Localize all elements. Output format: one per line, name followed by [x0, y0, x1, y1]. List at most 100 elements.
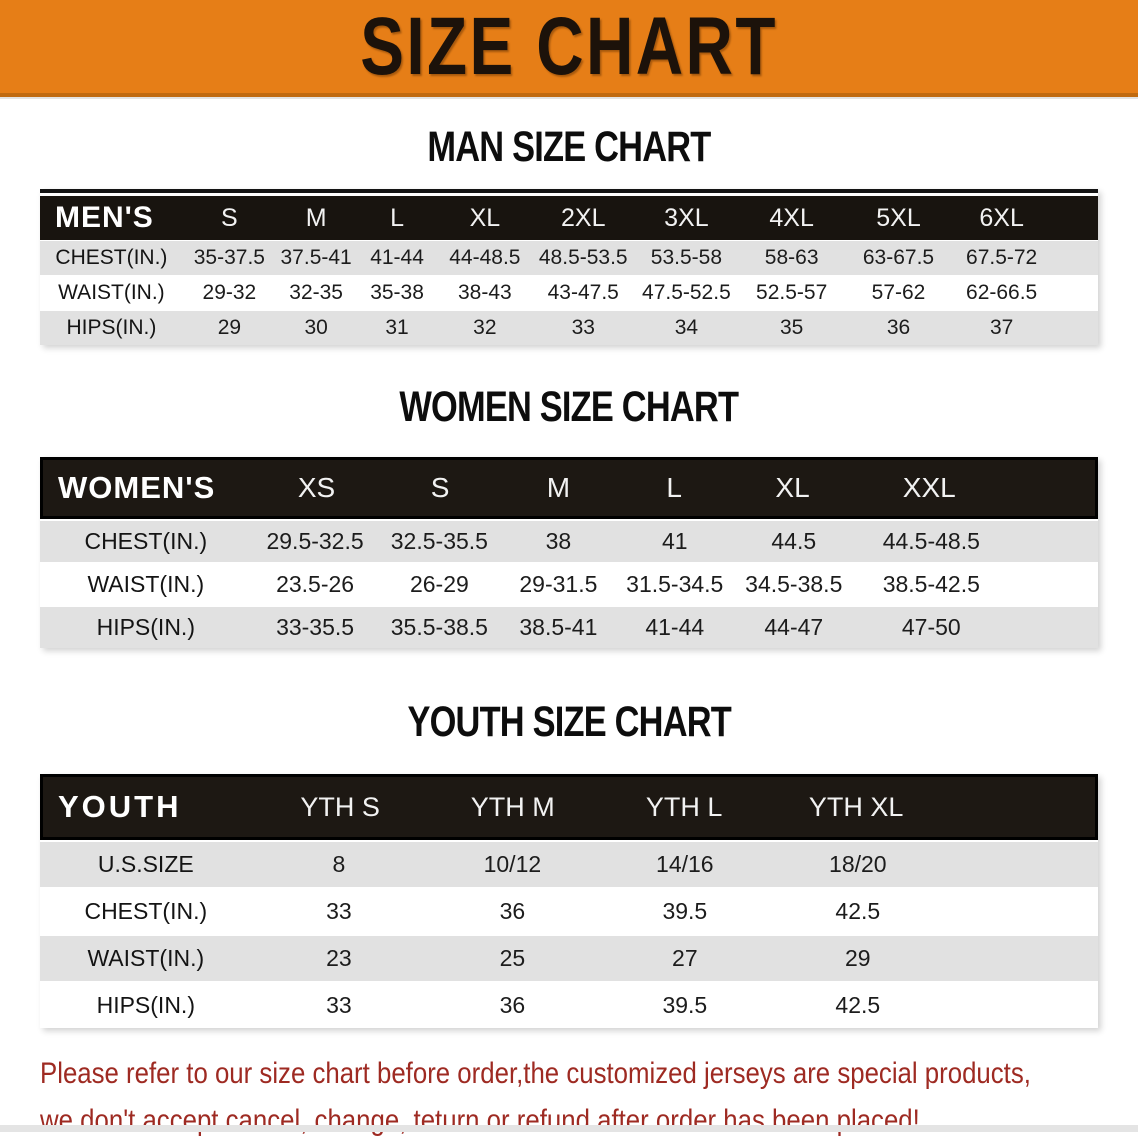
size-cell: 35 [779, 316, 804, 339]
size-cell: 23.5-26 [276, 571, 355, 597]
size-cell: 38.5-41 [519, 614, 598, 640]
banner: SIZE CHART [0, 0, 1138, 97]
size-cell: 33 [571, 316, 595, 339]
men-column-header: 4XL [769, 203, 814, 232]
section-heading-women: WOMEN SIZE CHART [0, 385, 1138, 429]
women-column-header: XS [297, 472, 336, 503]
men-column-header: 3XL [664, 203, 709, 232]
size-cell: 25 [499, 945, 526, 971]
men-hips-row: HIPS(IN.) 29 30 31 32 33 34 35 36 37 [40, 311, 1098, 345]
row-label: HIPS(IN.) [96, 992, 195, 1018]
row-label: WAIST(IN.) [58, 281, 165, 304]
size-cell: 36 [886, 316, 911, 339]
size-cell: 31 [385, 316, 409, 339]
men-corner-label: MEN'S [55, 201, 154, 234]
size-cell: 63-67.5 [862, 246, 935, 269]
size-cell: 27 [672, 945, 698, 971]
size-cell: 32-35 [289, 281, 343, 304]
size-cell: 38.5-42.5 [882, 571, 980, 597]
women-corner-label: WOMEN'S [58, 470, 216, 505]
size-cell: 41-44 [645, 614, 705, 640]
size-cell: 29.5-32.5 [266, 528, 364, 554]
size-cell: 39.5 [662, 898, 708, 924]
youth-column-header: YTH S [300, 791, 380, 822]
size-cell: 52.5-57 [756, 281, 828, 304]
men-chest-row: CHEST(IN.) 35-37.5 37.5-41 41-44 44-48.5… [40, 241, 1098, 275]
size-cell: 39.5 [662, 992, 708, 1018]
men-column-header: S [221, 203, 238, 232]
men-size-table: MEN'S S M L XL 2XL 3XL 4XL 5XL 6XL CHEST… [40, 189, 1098, 345]
size-cell: 44.5 [771, 528, 817, 554]
row-label: HIPS(IN.) [66, 316, 157, 339]
size-cell: 42.5 [835, 992, 881, 1018]
size-cell: 29-31.5 [519, 571, 598, 597]
men-waist-row: WAIST(IN.) 29-32 32-35 35-38 38-43 43-47… [40, 276, 1098, 310]
size-cell: 37.5-41 [280, 246, 352, 269]
women-column-header: XXL [902, 472, 956, 503]
size-cell: 35-37.5 [193, 246, 265, 269]
women-column-header: XL [775, 472, 810, 503]
size-cell: 29-32 [202, 281, 257, 304]
youth-column-header: YTH XL [808, 791, 904, 822]
size-cell: 44-47 [764, 614, 824, 640]
youth-column-header: YTH M [470, 791, 555, 822]
size-cell: 35-38 [370, 281, 424, 304]
size-cell: 33 [326, 898, 352, 924]
men-table-top-rule [40, 189, 1098, 193]
men-column-header: M [305, 203, 327, 232]
size-cell: 57-62 [871, 281, 926, 304]
section-heading-man: MAN SIZE CHART [0, 125, 1138, 169]
size-cell: 67.5-72 [966, 246, 1038, 269]
men-column-header: 6XL [979, 203, 1024, 232]
women-column-header: L [666, 472, 682, 503]
size-cell: 42.5 [835, 898, 881, 924]
disclaimer: Please refer to our size chart before or… [40, 1050, 1118, 1144]
size-cell: 23 [326, 945, 352, 971]
youth-ussize-row: U.S.SIZE 8 10/12 14/16 18/20 [40, 842, 1098, 887]
youth-corner-label: YOUTH [58, 789, 182, 824]
size-cell: 38-43 [458, 281, 512, 304]
youth-size-table: YOUTH YTH S YTH M YTH L YTH XL U.S.SIZE … [40, 774, 1098, 1028]
size-cell: 14/16 [656, 851, 714, 877]
size-cell: 30 [304, 316, 328, 339]
size-cell: 35.5-38.5 [390, 614, 488, 640]
row-label: CHEST(IN.) [84, 528, 208, 554]
size-cell: 36 [499, 992, 526, 1018]
row-label: U.S.SIZE [97, 851, 194, 877]
size-cell: 29 [217, 316, 242, 339]
size-cell: 43-47.5 [547, 281, 619, 304]
row-label: WAIST(IN.) [87, 945, 205, 971]
banner-title: SIZE CHART [360, 0, 778, 92]
men-table-header-row: MEN'S S M L XL 2XL 3XL 4XL 5XL 6XL [40, 196, 1098, 240]
youth-chest-row: CHEST(IN.) 33 36 39.5 42.5 [40, 889, 1098, 934]
women-column-header: S [430, 472, 450, 503]
size-cell: 41-44 [370, 246, 424, 269]
size-cell: 26-29 [409, 571, 469, 597]
section-heading-youth-text: YOUTH SIZE CHART [407, 698, 731, 746]
row-label: CHEST(IN.) [84, 898, 208, 924]
size-cell: 58-63 [764, 246, 819, 269]
women-hips-row: HIPS(IN.) 33-35.5 35.5-38.5 38.5-41 41-4… [40, 607, 1098, 648]
row-label: WAIST(IN.) [87, 571, 205, 597]
youth-table-header-row: YOUTH YTH S YTH M YTH L YTH XL [40, 774, 1098, 840]
women-size-table: WOMEN'S XS S M L XL XXL CHEST(IN.) 29.5-… [40, 457, 1098, 648]
size-cell: 47-50 [901, 614, 961, 640]
women-table-header-row: WOMEN'S XS S M L XL XXL [40, 457, 1098, 519]
size-cell: 34 [674, 316, 699, 339]
men-column-header: XL [469, 203, 501, 232]
row-label: CHEST(IN.) [55, 246, 168, 269]
size-cell: 32 [473, 316, 497, 339]
men-column-header: 2XL [561, 203, 606, 232]
size-cell: 62-66.5 [966, 281, 1038, 304]
page-bottom-edge [0, 1125, 1138, 1132]
size-cell: 37 [989, 316, 1014, 339]
women-waist-row: WAIST(IN.) 23.5-26 26-29 29-31.5 31.5-34… [40, 564, 1098, 605]
size-cell: 29 [845, 945, 871, 971]
size-cell: 8 [332, 851, 346, 877]
size-cell: 36 [499, 898, 526, 924]
men-column-header: 5XL [876, 203, 921, 232]
disclaimer-line-2: we don't accept cancel, change, teturn o… [40, 1104, 920, 1137]
section-heading-youth: YOUTH SIZE CHART [0, 700, 1138, 744]
women-chest-row: CHEST(IN.) 29.5-32.5 32.5-35.5 38 41 44.… [40, 521, 1098, 562]
